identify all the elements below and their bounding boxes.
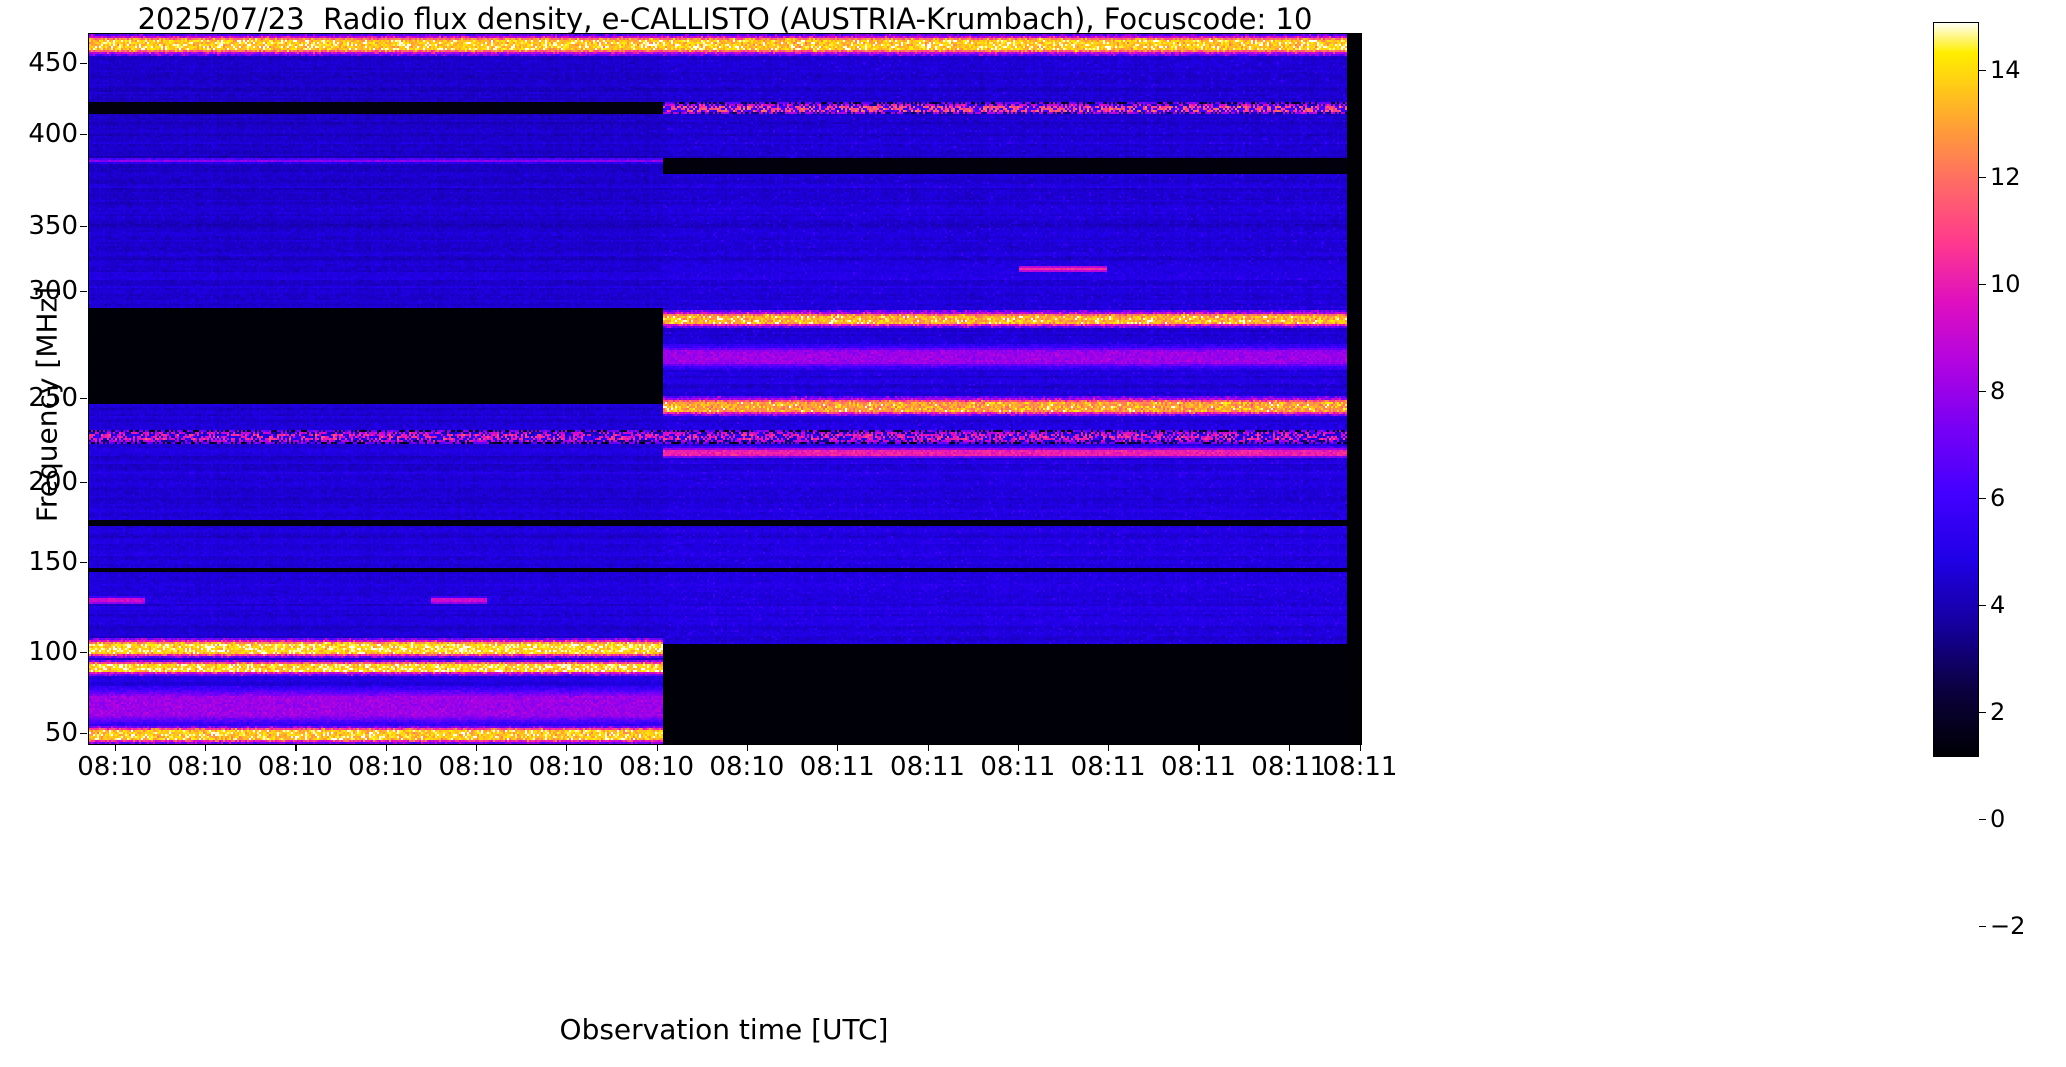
- y-tick-label: 450: [28, 48, 78, 78]
- x-tick-mark: [927, 744, 929, 751]
- colorbar-tick-mark: [1979, 498, 1986, 500]
- colorbar-tick-mark: [1979, 177, 1986, 179]
- x-tick-mark: [1360, 744, 1362, 751]
- x-tick-label: 08:11: [1322, 752, 1398, 782]
- y-tick-mark: [80, 63, 87, 65]
- x-tick-label: 08:10: [167, 752, 243, 782]
- y-tick-label: 350: [28, 211, 78, 241]
- x-tick-mark: [475, 744, 478, 751]
- x-tick-mark: [837, 744, 839, 751]
- x-tick-mark: [566, 744, 568, 751]
- x-tick-label: 08:10: [619, 752, 695, 782]
- colorbar-tick-label: 12: [1990, 163, 2021, 191]
- colorbar-tick-mark: [1979, 284, 1986, 286]
- x-axis-label: Observation time [UTC]: [559, 1013, 889, 1046]
- x-tick-mark: [114, 744, 116, 751]
- colorbar-tick-mark: [1979, 926, 1986, 928]
- x-tick-label: 08:10: [77, 752, 153, 782]
- colorbar-tick-mark: [1979, 70, 1986, 72]
- x-tick-mark: [1198, 744, 1200, 751]
- y-tick-mark: [80, 226, 87, 228]
- x-tick-label: 08:10: [528, 752, 604, 782]
- colorbar-tick-mark: [1979, 819, 1986, 821]
- colorbar-gradient: [1934, 23, 1978, 756]
- y-tick-label: 250: [28, 383, 78, 413]
- y-tick-mark: [80, 482, 87, 484]
- y-tick-mark: [80, 398, 87, 400]
- y-tick-label: 300: [28, 276, 78, 306]
- y-tick-mark: [80, 733, 87, 735]
- colorbar-tick-label: −2: [1990, 912, 2026, 940]
- x-tick-label: 08:11: [799, 752, 875, 782]
- y-tick-mark: [80, 652, 87, 654]
- page-title: 2025/07/23 Radio flux density, e-CALLIST…: [137, 2, 1313, 36]
- y-tick-label: 50: [44, 718, 78, 748]
- y-tick-mark: [80, 291, 87, 293]
- x-tick-mark: [205, 744, 207, 751]
- spectrogram-image[interactable]: [89, 34, 1361, 744]
- x-tick-mark: [385, 744, 387, 751]
- colorbar-tick-label: 4: [1990, 591, 2006, 619]
- x-tick-mark: [656, 744, 658, 751]
- y-tick-label: 200: [28, 467, 78, 497]
- x-tick-label: 08:10: [348, 752, 424, 782]
- colorbar-tick-label: 2: [1990, 698, 2006, 726]
- y-tick-label: 100: [28, 637, 78, 667]
- colorbar-tick-label: 0: [1990, 805, 2006, 833]
- spectrogram-axes[interactable]: [88, 33, 1362, 745]
- x-tick-mark: [746, 744, 749, 751]
- colorbar[interactable]: 14 12 10 8 6 4 2 0 −2: [1933, 22, 2025, 940]
- colorbar-tick-mark: [1979, 605, 1986, 607]
- colorbar-tick-label: 6: [1990, 484, 2006, 512]
- x-tick-mark: [1288, 744, 1290, 751]
- x-tick-label: 08:11: [980, 752, 1056, 782]
- y-tick-label: 400: [28, 119, 78, 149]
- x-tick-label: 08:11: [1070, 752, 1146, 782]
- x-tick-label: 08:11: [1251, 752, 1327, 782]
- x-tick-label: 08:11: [890, 752, 965, 782]
- y-tick-mark: [80, 562, 87, 564]
- colorbar-tick-mark: [1979, 712, 1986, 714]
- x-tick-mark: [1017, 744, 1020, 751]
- x-tick-label: 08:10: [257, 752, 333, 782]
- colorbar-tick-label: 10: [1990, 270, 2021, 298]
- colorbar-tick-mark: [1979, 391, 1986, 393]
- x-tick-mark: [1108, 744, 1110, 751]
- x-tick-label: 08:10: [438, 752, 514, 782]
- colorbar-tick-label: 14: [1990, 56, 2021, 84]
- y-tick-mark: [80, 134, 87, 136]
- colorbar-tick-label: 8: [1990, 377, 2006, 405]
- x-tick-mark: [295, 744, 297, 751]
- x-tick-label: 08:11: [1160, 752, 1236, 782]
- y-tick-label: 150: [28, 547, 78, 577]
- x-tick-label: 08:10: [709, 752, 785, 782]
